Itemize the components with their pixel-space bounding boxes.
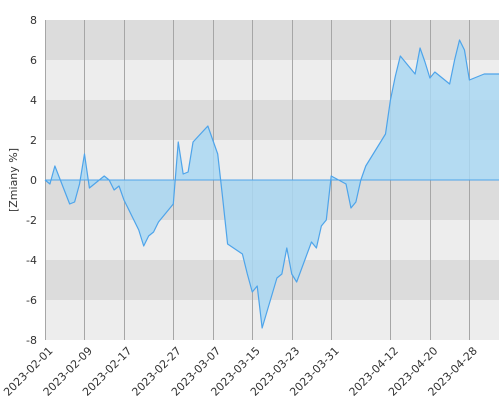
y-tick-label: 4: [30, 94, 37, 107]
series-line: [44, 39, 499, 329]
y-tick-label: -4: [26, 254, 37, 267]
y-tick-label: 0: [30, 174, 37, 187]
y-tick-labels: -8 -6 -4 -2 0 2 4 6 8: [26, 14, 37, 347]
y-tick-label: -6: [26, 294, 37, 307]
y-axis-label: [Zmiany %]: [7, 148, 20, 212]
y-tick-label: -2: [26, 214, 37, 227]
y-tick-label: 8: [30, 14, 37, 27]
y-tick-label: 2: [30, 134, 37, 147]
y-tick-label: -8: [26, 334, 37, 347]
y-tick-label: 6: [30, 54, 37, 67]
band: [45, 300, 499, 340]
series-area: [45, 40, 499, 328]
x-tick-labels: 2023-02-012023-02-092023-02-172023-02-27…: [1, 344, 480, 398]
series-layer: [44, 39, 499, 329]
band: [45, 20, 499, 60]
